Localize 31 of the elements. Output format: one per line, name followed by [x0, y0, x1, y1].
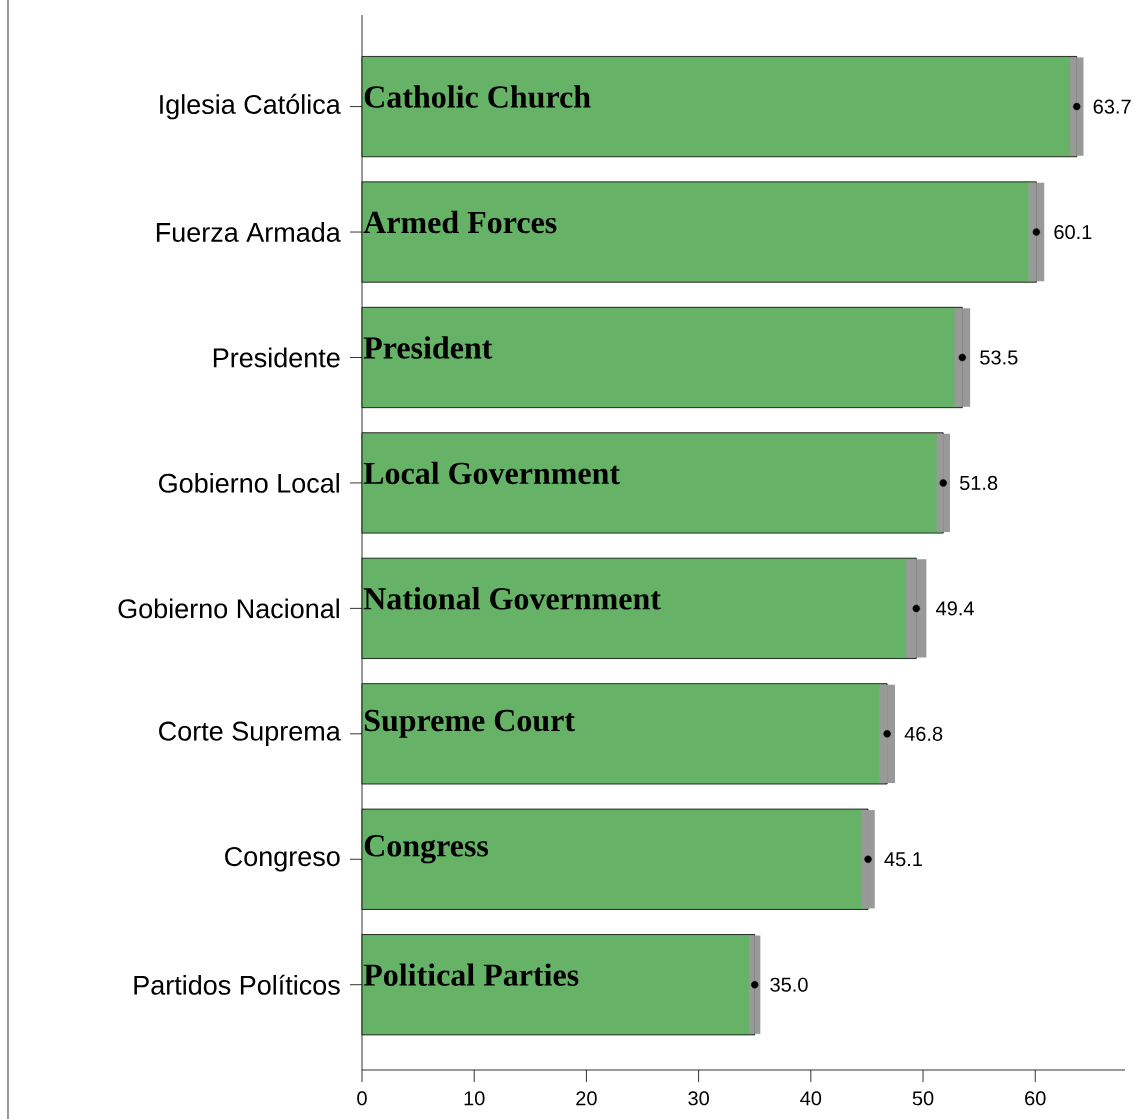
y-tick-label: Presidente — [213, 347, 340, 368]
annotation: Congress — [364, 835, 489, 864]
annotation: Supreme Court — [364, 709, 575, 738]
x-tick-label: 40 — [800, 1091, 822, 1106]
y-tick-label: Corte Suprema — [159, 721, 341, 747]
data-label: 46.8 — [904, 726, 943, 741]
data-label: 60.1 — [1054, 224, 1092, 240]
data-label: 35.0 — [770, 977, 808, 992]
x-tick-label: 0 — [357, 1091, 367, 1106]
x-tick-label: 60 — [1025, 1091, 1046, 1106]
y-tick-label: Congreso — [225, 847, 340, 872]
x-tick-label: 20 — [576, 1091, 597, 1106]
annotation: Local Government — [363, 461, 620, 485]
x-tick-label: 50 — [912, 1091, 934, 1106]
y-tick-label: Fuerza Armada — [156, 222, 341, 242]
data-label: 51.8 — [959, 475, 998, 491]
annotation: Catholic Church — [364, 85, 591, 108]
y-tick-label: Gobierno Nacional — [118, 598, 339, 619]
annotation: Armed Forces — [363, 210, 557, 234]
y-tick-label: Partidos Políticos — [134, 974, 340, 995]
y-tick-label: Iglesia Católica — [160, 93, 341, 120]
data-label: 49.4 — [936, 601, 974, 616]
data-label: 45.1 — [884, 852, 922, 867]
data-label: 63.7 — [1093, 99, 1131, 114]
x-tick-label: 10 — [464, 1091, 485, 1106]
x-tick-label: 30 — [688, 1091, 709, 1106]
annotation: President — [363, 336, 493, 359]
annotation: National Government — [363, 587, 661, 610]
y-tick-label: Gobierno Local — [159, 473, 339, 493]
annotation: Political Parties — [363, 963, 579, 986]
data-label: 53.5 — [980, 350, 1018, 365]
